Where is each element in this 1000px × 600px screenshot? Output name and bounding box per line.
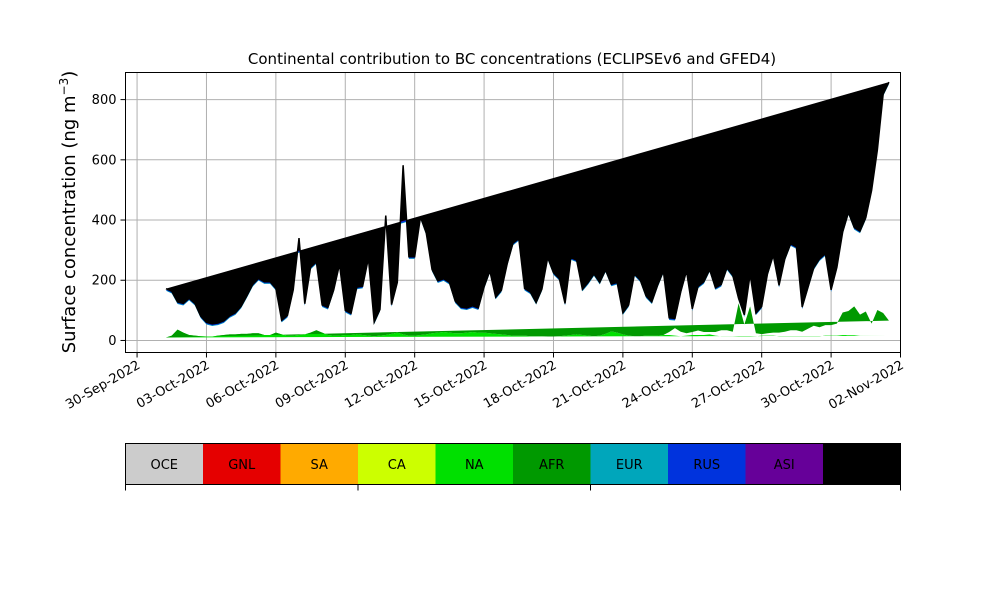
legend-label-eur: EUR xyxy=(616,458,643,473)
x-tick-label: 18-Oct-2022 xyxy=(481,358,559,412)
legend-label-rus: RUS xyxy=(693,458,720,473)
legend-frame xyxy=(125,443,901,485)
legend-swatch-aus xyxy=(823,443,901,485)
x-tick-label: 21-Oct-2022 xyxy=(550,358,628,412)
x-tick-label: 12-Oct-2022 xyxy=(342,358,420,412)
x-tick-label: 09-Oct-2022 xyxy=(273,358,351,412)
x-tick-label: 03-Oct-2022 xyxy=(134,358,212,412)
y-tick-label: 0 xyxy=(108,334,116,349)
plot-frame xyxy=(125,72,901,353)
x-tick-label: 15-Oct-2022 xyxy=(412,358,490,412)
area-afr xyxy=(165,303,889,338)
legend-swatch-gnl xyxy=(203,443,281,485)
stacked-areas xyxy=(165,82,889,338)
legend-label-asi: ASI xyxy=(774,458,795,473)
legend-label-sa: SA xyxy=(311,458,328,473)
legend-swatch-rus xyxy=(668,443,746,485)
area-aus xyxy=(165,82,889,324)
legend-label-afr: AFR xyxy=(539,458,564,473)
legend-label-ca: CA xyxy=(388,458,406,473)
x-axis: 30-Sep-202203-Oct-202206-Oct-202209-Oct-… xyxy=(63,352,907,413)
total-line xyxy=(165,81,890,325)
legend-swatch-na xyxy=(435,443,513,485)
area-na xyxy=(165,329,889,338)
y-tick-label: 600 xyxy=(92,153,117,168)
chart-title: Continental contribution to BC concentra… xyxy=(248,50,776,68)
legend-swatch-eur xyxy=(590,443,668,485)
y-tick-label: 800 xyxy=(92,93,117,108)
legend-label-oce: OCE xyxy=(150,458,178,473)
x-tick-label: 27-Oct-2022 xyxy=(689,358,767,412)
color-legend: OCE GNL SA CA NA AFR EUR RUS ASI AUS xyxy=(125,443,901,491)
legend-swatch-sa xyxy=(280,443,358,485)
x-tick-label: 24-Oct-2022 xyxy=(620,358,698,412)
y-axis: 0 200 400 600 800 xyxy=(92,93,126,349)
legend-swatch-afr xyxy=(513,443,591,485)
x-tick-label: 30-Sep-2022 xyxy=(63,358,143,413)
x-tick-label: 02-Nov-2022 xyxy=(826,358,906,413)
legend-swatch-oce xyxy=(125,443,203,485)
y-axis-label: Surface concentration (ng m−3) xyxy=(57,71,80,354)
y-axis-label-close: ) xyxy=(59,71,80,78)
y-axis-label-exponent: −3 xyxy=(57,78,71,96)
legend-swatch-ca xyxy=(358,443,436,485)
legend-label-aus: AUS xyxy=(848,458,875,473)
legend-label-na: NA xyxy=(465,458,484,473)
x-tick-label: 06-Oct-2022 xyxy=(203,358,281,412)
y-tick-label: 200 xyxy=(92,274,117,289)
total-outline xyxy=(165,81,890,325)
y-tick-label: 400 xyxy=(92,214,117,229)
legend-swatch-asi xyxy=(745,443,823,485)
y-axis-label-main: Surface concentration (ng m xyxy=(59,95,80,353)
x-tick-label: 30-Oct-2022 xyxy=(759,358,837,412)
legend-label-gnl: GNL xyxy=(228,458,256,473)
